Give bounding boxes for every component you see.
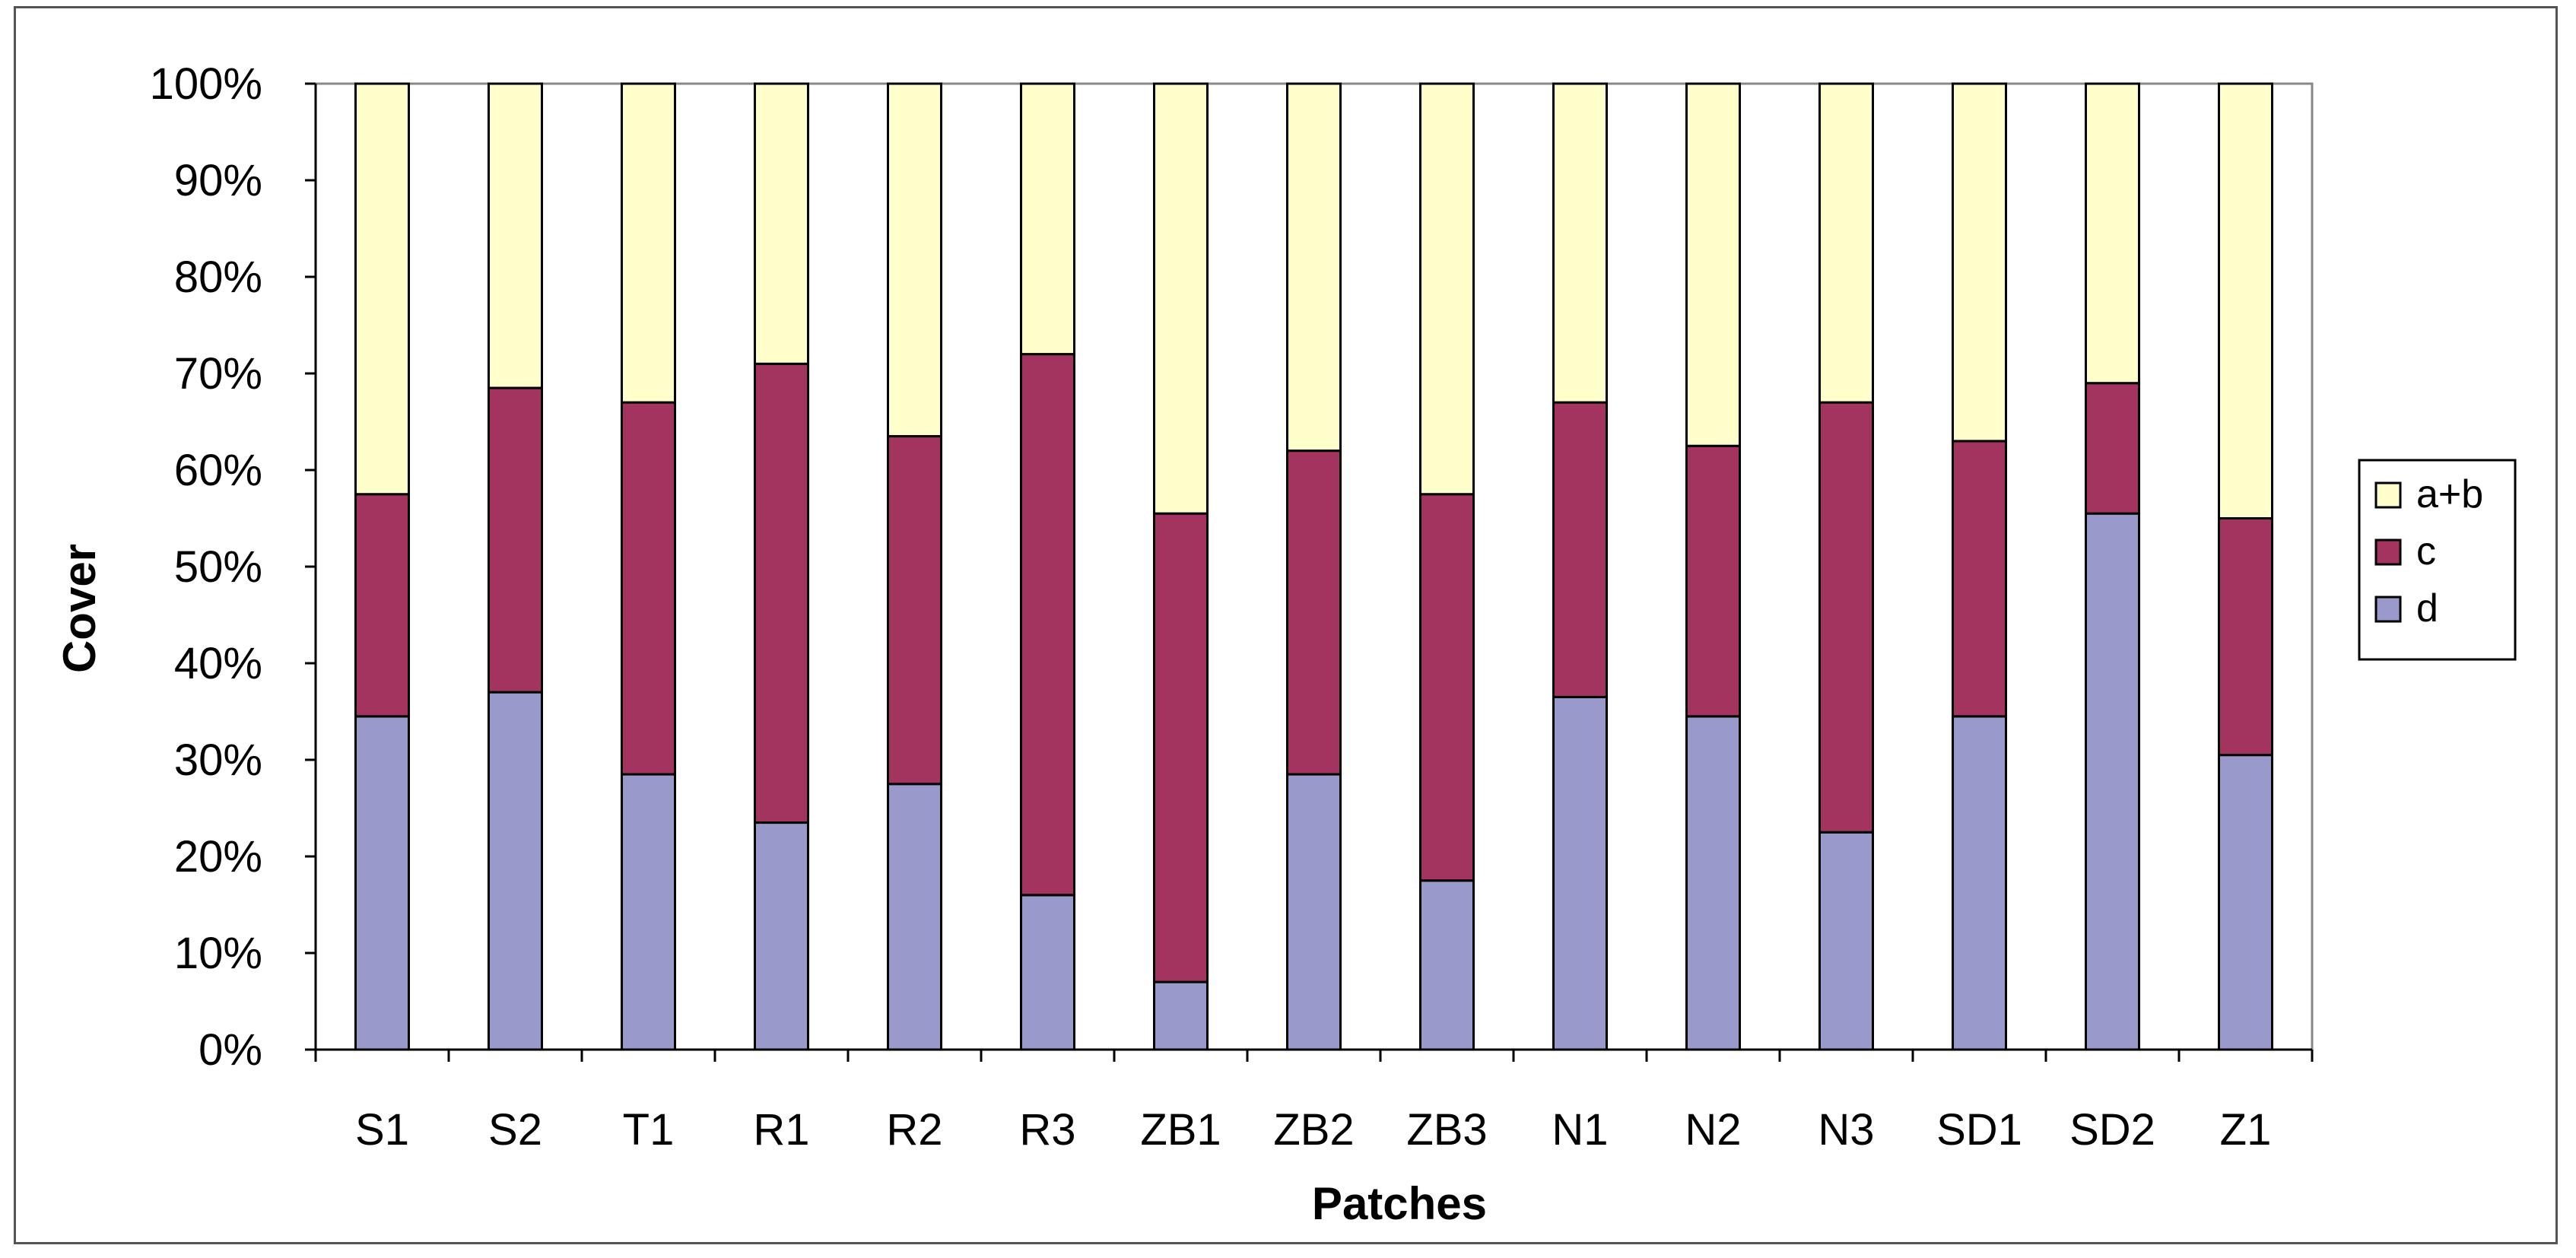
- bar-segment-aplusb-S2: [488, 82, 543, 389]
- bar-segment-d-SD1: [1952, 715, 2007, 1051]
- bar-segment-d-N3: [1818, 831, 1874, 1051]
- y-tick-label: 80%: [174, 253, 262, 302]
- legend: a+b cd: [2358, 459, 2517, 661]
- legend-swatch: [2374, 481, 2402, 509]
- y-axis: 0% 10% 20% 30% 40% 50% 60% 70% 80% 90% 100%: [150, 59, 317, 1075]
- y-tick-label: 100%: [150, 59, 262, 109]
- bar-segment-aplusb-N1: [1552, 82, 1608, 404]
- bar-segment-aplusb-SD1: [1952, 82, 2007, 443]
- x-tick-label: SD1: [1936, 1105, 2022, 1155]
- bar-segment-d-ZB1: [1153, 980, 1209, 1051]
- bar-segment-d-N1: [1552, 695, 1608, 1051]
- x-tick-label: R2: [886, 1105, 942, 1155]
- x-tick-label: ZB1: [1140, 1105, 1221, 1155]
- bar-segment-c-SD1: [1952, 440, 2007, 718]
- y-tick-label: 50%: [174, 542, 262, 592]
- bar-segment-c-N1: [1552, 401, 1608, 698]
- x-tick-label: S2: [488, 1105, 542, 1155]
- x-tick-label: R3: [1019, 1105, 1075, 1155]
- x-tick-label: N2: [1685, 1105, 1741, 1155]
- bar-segment-d-R3: [1020, 894, 1075, 1051]
- bar-segment-d-ZB3: [1419, 879, 1475, 1051]
- bar-segment-c-ZB2: [1286, 450, 1342, 776]
- y-tick-label: 30%: [174, 735, 262, 785]
- bar-segment-c-R3: [1020, 353, 1075, 897]
- bar-segment-c-S2: [488, 386, 543, 694]
- legend-label: a+b: [2416, 472, 2483, 516]
- x-tick-label: T1: [623, 1105, 675, 1155]
- bar-segment-c-N3: [1818, 401, 1874, 834]
- bar-segment-aplusb-T1: [621, 82, 676, 404]
- y-tick-label: 90%: [174, 156, 262, 205]
- bar-segment-c-R2: [887, 435, 942, 786]
- x-tick-label: N1: [1552, 1105, 1608, 1155]
- x-tick-label: ZB3: [1406, 1105, 1487, 1155]
- bar-segment-c-Z1: [2218, 517, 2273, 757]
- bar-segment-c-ZB3: [1419, 493, 1475, 882]
- bar-segment-aplusb-S1: [354, 82, 410, 496]
- x-axis: S1 S2 T1 R1 R2 R3 ZB1 ZB2 ZB3 N1 N2 N3 SD1 SD2 Z1: [314, 1048, 2314, 1155]
- bar-segment-d-S2: [488, 691, 543, 1051]
- legend-swatch: [2374, 538, 2402, 566]
- bar-segment-aplusb-ZB3: [1419, 82, 1475, 496]
- bar-segment-c-ZB1: [1153, 512, 1209, 983]
- y-axis-title: Cover: [54, 544, 105, 673]
- bars: [354, 82, 2273, 1051]
- bar-segment-aplusb-Z1: [2218, 82, 2273, 519]
- bar-segment-c-S1: [354, 493, 410, 718]
- x-tick-label: Z1: [2220, 1105, 2272, 1155]
- y-tick-label: 70%: [174, 349, 262, 399]
- bar-segment-c-T1: [621, 401, 676, 776]
- bar-segment-aplusb-SD2: [2085, 82, 2140, 385]
- x-axis-title: Patches: [1312, 1178, 1487, 1229]
- bar-segment-aplusb-N3: [1818, 82, 1874, 404]
- bar-segment-d-R1: [754, 821, 809, 1051]
- y-tick-label: 0%: [199, 1025, 262, 1075]
- x-tick-label: S1: [355, 1105, 409, 1155]
- bar-segment-aplusb-R1: [754, 82, 809, 365]
- bar-segment-d-N2: [1685, 715, 1741, 1051]
- bar-segment-aplusb-ZB1: [1153, 82, 1209, 515]
- y-tick-label: 60%: [174, 446, 262, 495]
- legend-label: c: [2416, 529, 2436, 573]
- legend-swatch: [2374, 596, 2402, 623]
- bar-segment-d-ZB2: [1286, 773, 1342, 1051]
- bar-segment-aplusb-ZB2: [1286, 82, 1342, 453]
- legend-label: d: [2416, 586, 2438, 631]
- y-tick-label: 20%: [174, 832, 262, 882]
- y-tick-label: 10%: [174, 929, 262, 978]
- x-tick-label: SD2: [2069, 1105, 2155, 1155]
- bar-segment-d-R2: [887, 783, 942, 1051]
- bar-segment-c-SD2: [2085, 382, 2140, 515]
- bar-segment-aplusb-R2: [887, 82, 942, 438]
- bar-segment-d-T1: [621, 773, 676, 1051]
- bar-segment-aplusb-N2: [1685, 82, 1741, 447]
- bar-segment-d-S1: [354, 715, 410, 1051]
- bar-segment-d-Z1: [2218, 754, 2273, 1051]
- x-tick-label: ZB2: [1273, 1105, 1354, 1155]
- bar-segment-c-R1: [754, 362, 809, 824]
- y-tick-label: 40%: [174, 639, 262, 688]
- x-tick-label: R1: [753, 1105, 809, 1155]
- x-tick-label: N3: [1818, 1105, 1874, 1155]
- bar-segment-c-N2: [1685, 444, 1741, 718]
- bar-segment-aplusb-R3: [1020, 82, 1075, 356]
- bar-segment-d-SD2: [2085, 512, 2140, 1051]
